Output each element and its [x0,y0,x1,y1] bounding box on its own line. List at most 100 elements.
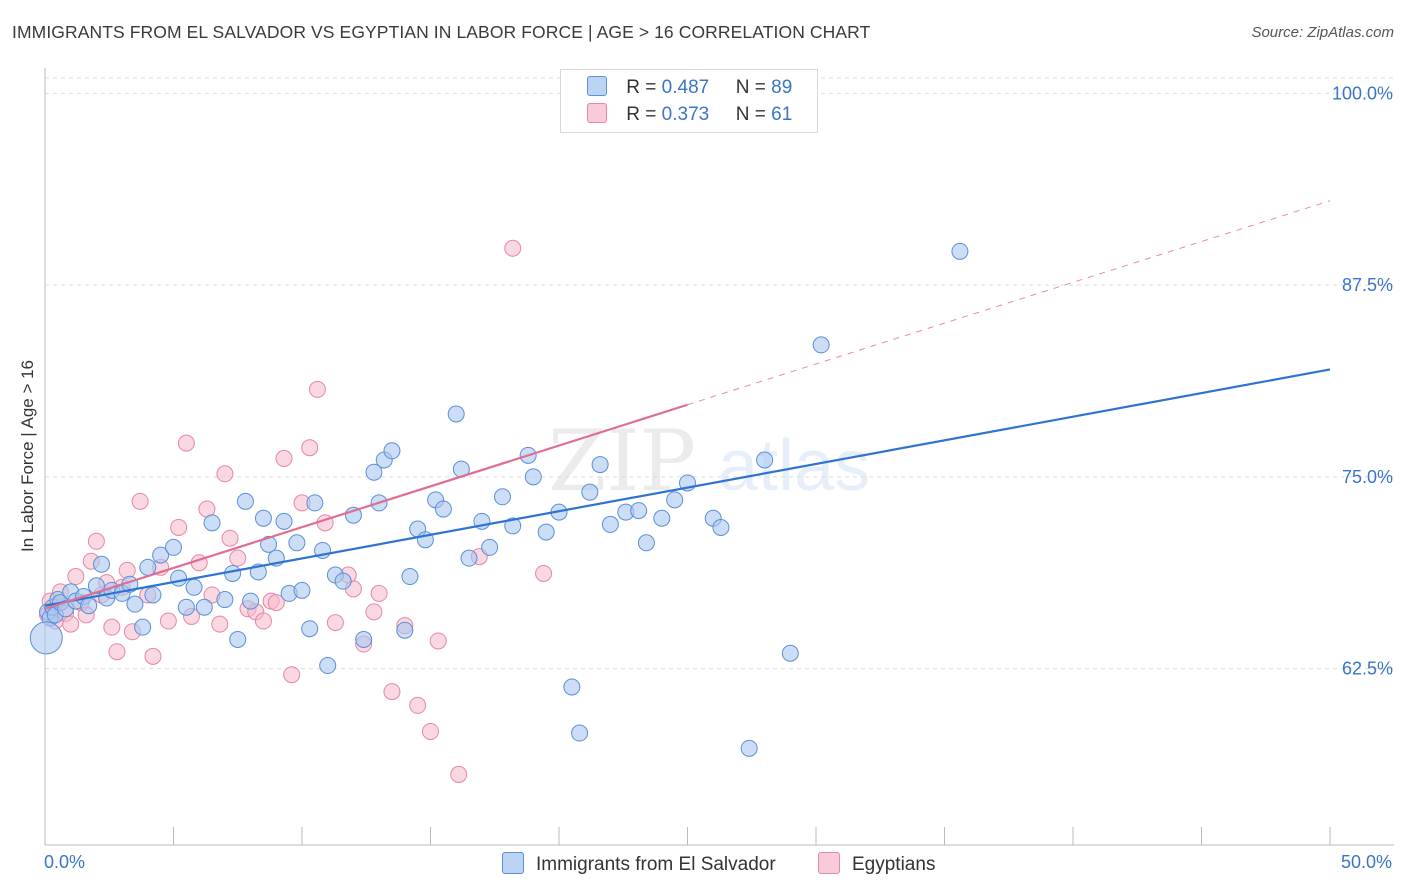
el-salvador-point [139,558,157,576]
legend-n-label: N = [735,77,766,98]
egyptians-point [326,614,344,632]
y-tick-label: 75.0% [1342,467,1393,487]
y-tick-label: 87.5% [1342,275,1393,295]
el-salvador-point [591,456,609,474]
el-salvador-point [383,442,401,460]
el-salvador-point [581,483,599,501]
source-attribution: Source: ZipAtlas.com [1251,24,1394,41]
el-salvador-point [306,494,324,512]
series-legend-swatch-pink [818,852,840,874]
egyptians-points [39,239,553,783]
legend-swatch-pink [587,103,607,123]
el-salvador-point [224,564,242,582]
egyptians-point [221,529,239,547]
watermark-atlas: atlas [718,426,870,506]
legend-n-value: 89 [771,77,793,98]
series-legend-item-el-salvador: Immigrants from El Salvador [502,852,776,876]
el-salvador-point [87,577,105,595]
legend-n-value: 61 [771,104,793,125]
egyptians-point [170,518,188,536]
el-salvador-point [334,572,352,590]
el-salvador-point [563,678,581,696]
legend-swatch-blue [587,76,607,96]
el-salvador-point [236,492,254,510]
egyptians-point [365,603,383,621]
egyptians-point [62,615,80,633]
el-salvador-point [951,242,969,260]
egyptians-point [535,564,553,582]
y-tick-labels: 62.5% 75.0% 87.5% 100.0% [1332,83,1393,678]
el-salvador-point [275,512,293,530]
el-salvador-trend-line [44,368,1331,607]
el-salvador-point [630,502,648,520]
el-salvador-point [254,509,272,527]
el-salvador-point [365,463,383,481]
el-salvador-point [396,621,414,639]
el-salvador-point [653,509,671,527]
egyptians-point [283,666,301,684]
el-salvador-point [524,468,542,486]
el-salvador-point [260,535,278,553]
egyptians-trend-line [44,403,688,610]
el-salvador-point [481,538,499,556]
egyptians-point [429,632,447,650]
egyptians-point [159,612,177,630]
el-salvador-point [80,597,98,615]
egyptians-point [211,615,229,633]
egyptians-point [103,618,121,636]
el-salvador-point [134,618,152,636]
y-tick-label: 100.0% [1332,83,1393,103]
egyptians-point [177,434,195,452]
series-legend-label: Egyptians [852,854,936,875]
egyptians-point [108,643,126,661]
egyptians-point [144,647,162,665]
el-salvador-point [126,595,144,613]
el-salvador-point [301,620,319,638]
watermark: ZIP atlas [548,412,870,510]
egyptians-point [216,465,234,483]
el-salvador-point [460,549,478,567]
egyptians-point [254,612,272,630]
el-salvador-point [601,515,619,533]
el-salvador-point [712,518,730,536]
el-salvador-point [537,523,555,541]
el-salvador-point [401,568,419,586]
el-salvador-point [293,581,311,599]
series-legend: Immigrants from El Salvador Egyptians [0,852,1406,878]
el-salvador-point [504,517,522,535]
y-tick-label: 62.5% [1342,659,1393,679]
series-legend-swatch-blue [502,852,524,874]
el-salvador-point [571,724,589,742]
trend-lines [44,200,1331,610]
el-salvador-point [319,657,337,675]
el-salvador-point [152,546,170,564]
egyptians-point [87,532,105,550]
el-salvador-point [195,598,213,616]
el-salvador-point [355,630,373,648]
legend-row-egyptians: R = 0.373 N = 61 [587,103,792,127]
legend-r-value: 0.373 [661,104,710,125]
egyptians-point [229,549,247,567]
egyptians-point [450,765,468,783]
egyptians-point [422,722,439,740]
el-salvador-point [216,591,234,609]
el-salvador-point [29,621,63,655]
el-salvador-point [666,491,684,509]
el-salvador-point [203,514,221,532]
x-tick-label-min: 0.0% [44,852,86,872]
el-salvador-point [812,336,830,354]
egyptians-point [370,584,388,602]
el-salvador-point [242,592,260,610]
axes [44,68,1394,846]
el-salvador-point [434,500,452,518]
series-legend-item-egyptians: Egyptians [818,852,935,876]
egyptians-trend-extension [687,200,1331,406]
legend-row-el-salvador: R = 0.487 N = 89 [587,76,792,100]
el-salvador-point [447,405,465,423]
egyptians-point [275,449,293,467]
legend-r-value: 0.487 [661,77,710,98]
el-salvador-point [740,739,758,757]
el-salvador-point [93,555,111,573]
egyptians-point [301,439,319,457]
